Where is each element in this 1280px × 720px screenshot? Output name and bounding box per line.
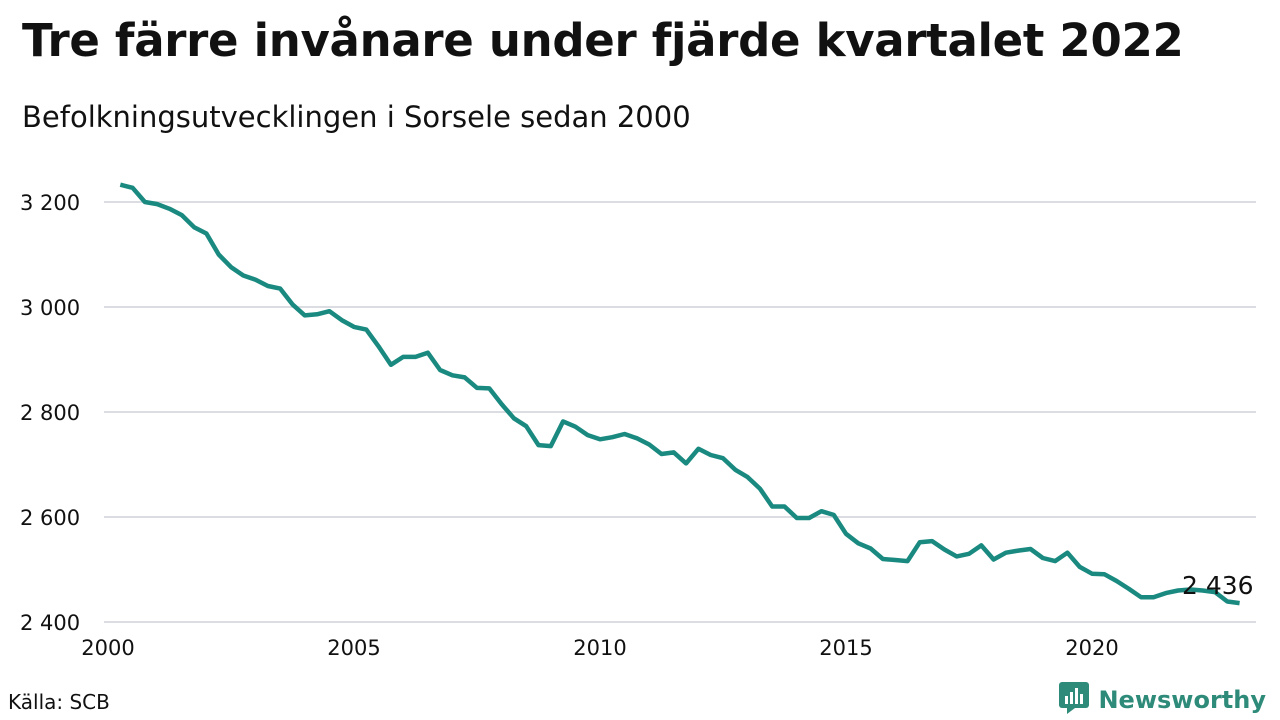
end-value-label: 2 436 — [1182, 571, 1254, 600]
x-tick-label: 2005 — [327, 636, 380, 660]
population-series-line — [119, 182, 1240, 606]
chart-title: Tre färre invånare under fjärde kvartale… — [22, 14, 1184, 67]
source-note: Källa: SCB — [8, 690, 110, 714]
y-tick-label: 3 200 — [20, 191, 80, 215]
y-tick-label: 2 400 — [20, 611, 80, 635]
x-tick-label: 2000 — [81, 636, 134, 660]
newsworthy-logo-icon — [1058, 681, 1090, 719]
x-tick-label: 2015 — [819, 636, 872, 660]
y-tick-label: 2 600 — [20, 506, 80, 530]
x-tick-label: 2010 — [573, 636, 626, 660]
y-tick-label: 3 000 — [20, 296, 80, 320]
x-tick-label: 2020 — [1065, 636, 1118, 660]
chart-subtitle: Befolkningsutvecklingen i Sorsele sedan … — [22, 100, 691, 134]
brand-name: Newsworthy — [1098, 686, 1266, 714]
y-tick-label: 2 800 — [20, 401, 80, 425]
brand-logo[interactable]: Newsworthy — [1058, 681, 1266, 719]
